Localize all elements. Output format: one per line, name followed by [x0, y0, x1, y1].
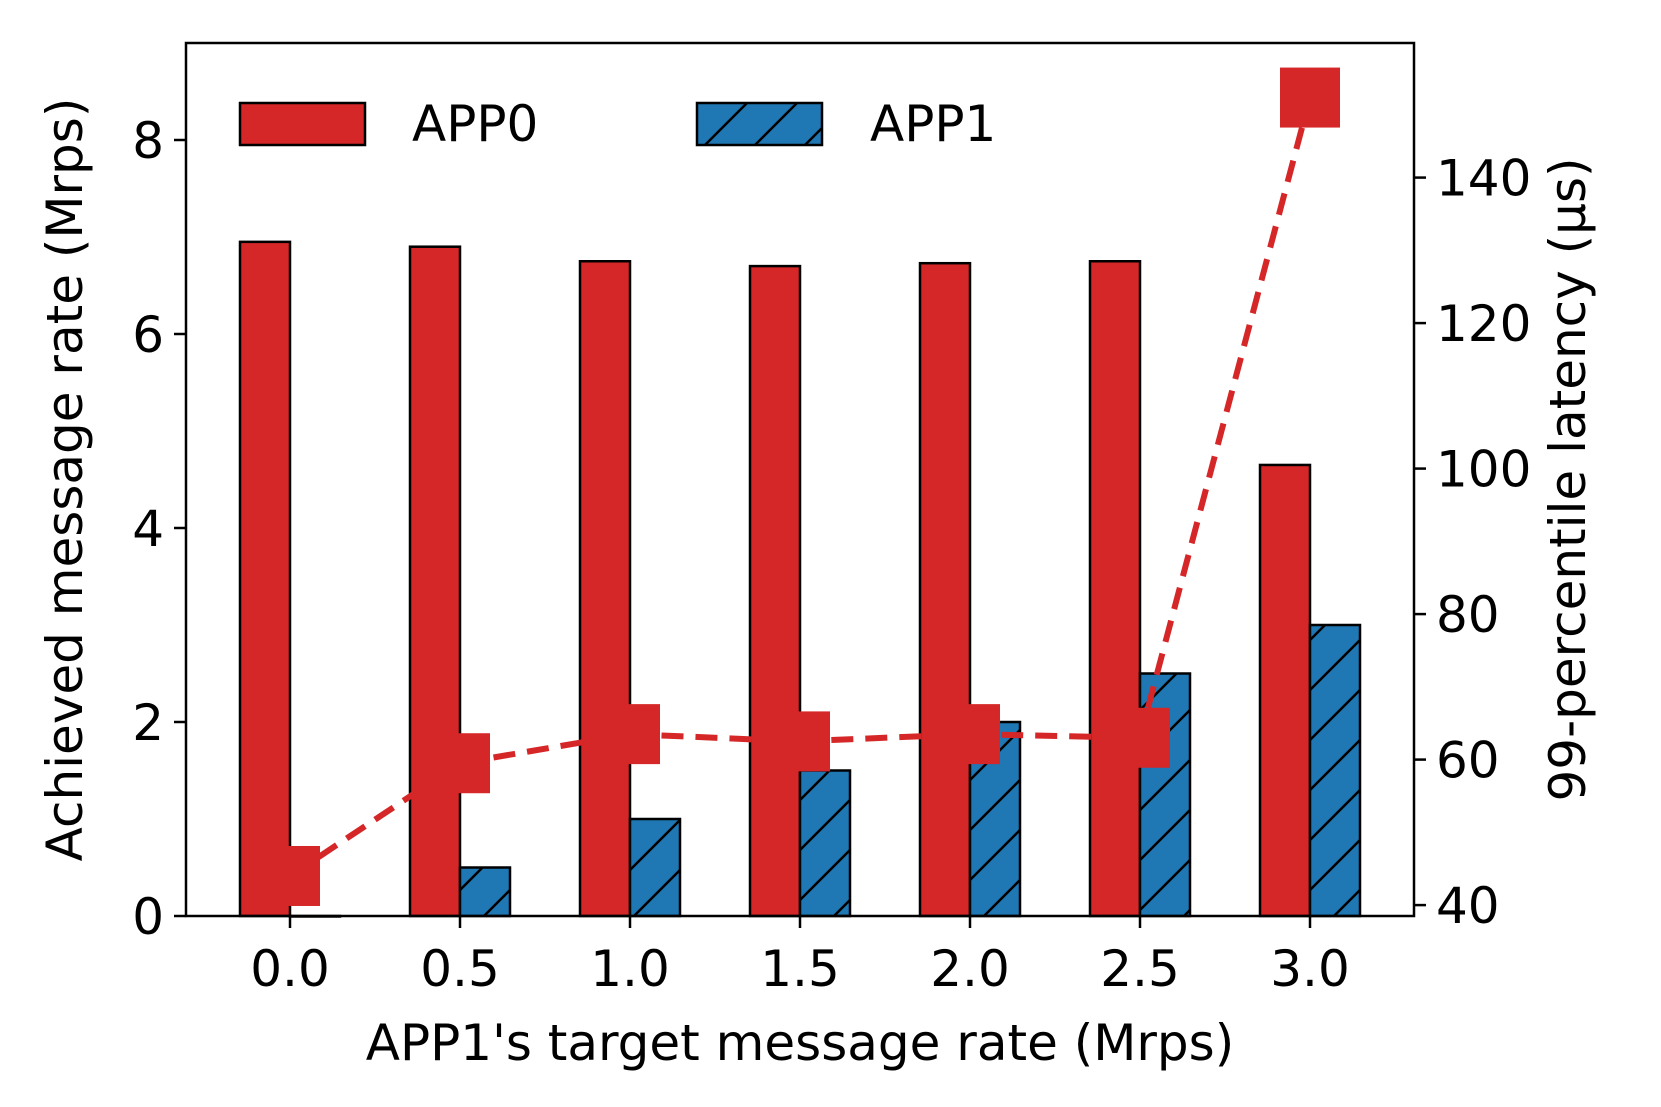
y-axis-right: 40 60 80 100 120 140 — [1414, 150, 1531, 935]
y2-tick-label: 60 — [1436, 732, 1500, 790]
y-axis-right-title: 99-percentile latency (μs) — [1539, 157, 1597, 801]
legend-swatch-app1 — [695, 101, 824, 147]
bars-layer — [238, 240, 1362, 918]
latency-marker — [600, 704, 660, 765]
latency-marker — [770, 711, 830, 772]
bar-app1 — [628, 817, 682, 918]
latency-marker — [260, 845, 320, 906]
y2-tick-label: 120 — [1436, 295, 1531, 353]
bar-app0 — [408, 245, 462, 918]
x-tick-label: 0.0 — [250, 940, 330, 998]
x-tick-label: 1.0 — [590, 940, 670, 998]
bar-app1 — [458, 866, 512, 918]
latency-marker — [1280, 67, 1340, 128]
x-tick-label: 3.0 — [1270, 940, 1350, 998]
x-axis: 0.0 0.5 1.0 1.5 2.0 2.5 3.0 — [250, 916, 1350, 998]
bar-app0 — [1258, 463, 1312, 918]
y2-tick-label: 100 — [1436, 441, 1531, 499]
legend-label-app1: APP1 — [870, 95, 996, 153]
y-axis-left-title: Achieved message rate (Mrps) — [36, 98, 94, 862]
x-tick-label: 1.5 — [760, 940, 840, 998]
y-tick-label: 8 — [132, 112, 164, 170]
bar-app0 — [1088, 260, 1142, 918]
bar-app0 — [918, 261, 972, 918]
y2-tick-label: 140 — [1436, 150, 1531, 208]
legend-label-app0: APP0 — [412, 95, 538, 153]
y-tick-label: 4 — [132, 500, 164, 558]
bar-app1 — [798, 769, 852, 918]
latency-marker — [940, 704, 1000, 765]
latency-marker — [430, 733, 490, 794]
x-tick-label: 0.5 — [420, 940, 500, 998]
y2-tick-label: 80 — [1436, 586, 1500, 644]
x-axis-title: APP1's target message rate (Mrps) — [366, 1014, 1234, 1072]
y-axis-left: 0 2 4 6 8 — [132, 112, 186, 946]
bar-app0 — [578, 260, 632, 918]
legend-swatch-app0 — [238, 101, 367, 147]
y-tick-label: 6 — [132, 306, 164, 364]
latency-marker — [1110, 707, 1170, 768]
legend: APP0 APP1 — [238, 95, 996, 153]
bar-app1 — [1308, 623, 1362, 918]
x-tick-label: 2.0 — [930, 940, 1010, 998]
bar-app0 — [238, 240, 292, 918]
x-tick-label: 2.5 — [1100, 940, 1180, 998]
y-tick-label: 0 — [132, 888, 164, 946]
latency-line-layer — [260, 67, 1340, 906]
y-tick-label: 2 — [132, 694, 164, 752]
y2-tick-label: 40 — [1436, 877, 1500, 935]
bar-app0 — [748, 264, 802, 918]
